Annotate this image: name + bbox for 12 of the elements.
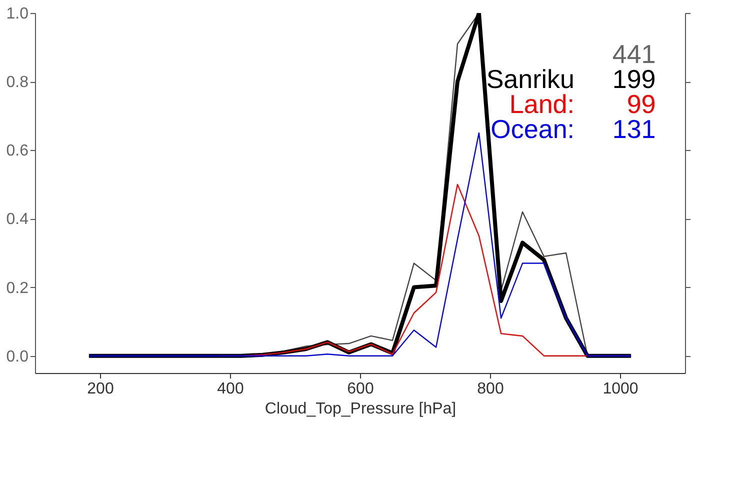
y-tick-label: 0.2 (6, 280, 29, 297)
x-tick-label: 1000 (602, 380, 638, 398)
y-tick-label: 0.0 (6, 348, 29, 366)
x-tick-label: 600 (347, 380, 374, 398)
y-tick-label: 0.8 (6, 74, 29, 92)
y-tick-label: 0.4 (6, 211, 29, 228)
x-tick-label: 200 (87, 380, 114, 398)
x-tick-label: 400 (217, 380, 244, 398)
y-tick-label: 0.6 (6, 142, 29, 160)
y-tick-label: 1.0 (6, 6, 29, 22)
x-tick-label: 800 (477, 380, 504, 398)
x-axis-title: Cloud_Top_Pressure [hPa] (264, 400, 456, 418)
